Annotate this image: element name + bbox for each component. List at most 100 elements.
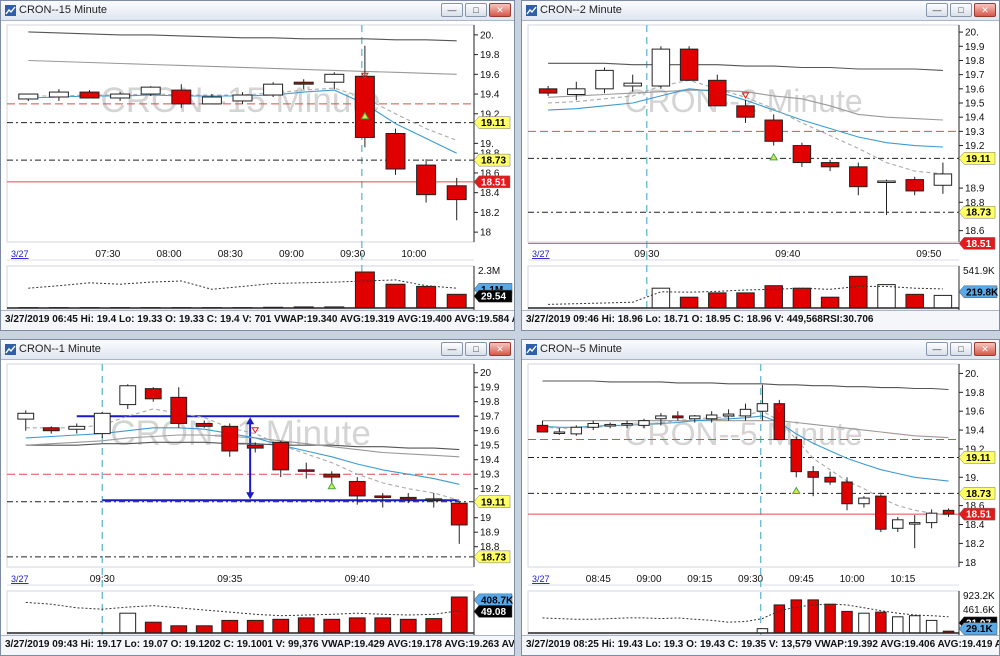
volume-value-tag-label: 219.8K	[966, 287, 999, 298]
price-tick-label: 19.6	[965, 84, 985, 95]
price-level-tag-label: 18.51	[966, 510, 991, 521]
price-tick-label: 19.7	[480, 412, 500, 423]
candle-down	[246, 444, 264, 449]
date-label: 3/27	[11, 574, 29, 584]
title-bar[interactable]: CRON--1 Minute — □ ✕	[1, 340, 514, 360]
title-bar[interactable]: CRON--15 Minute — □ ✕	[1, 1, 514, 21]
price-tick-label: 19.7	[965, 70, 985, 81]
candle-up	[638, 420, 650, 426]
price-level-tag-label: 18.51	[966, 239, 991, 250]
time-axis-label: 09:30	[90, 574, 115, 585]
price-pane	[6, 363, 475, 568]
price-tick-label: 19.6	[480, 70, 500, 81]
status-bar: 3/27/2019 09:46 Hi: 18.96 Lo: 18.71 O: 1…	[522, 310, 999, 330]
candle-up	[587, 422, 599, 428]
candle-down	[42, 427, 60, 432]
volume-oscillator-line	[542, 603, 949, 623]
window-title: CRON--1 Minute	[19, 343, 101, 355]
candle-up	[263, 83, 284, 96]
price-tick-label: 18.8	[965, 198, 985, 209]
price-level-tag	[958, 451, 996, 464]
chart-window-2-minute[interactable]: CRON--2 Minute — □ ✕ CRON--2 Minute 20. 19…	[521, 0, 1000, 331]
price-level-tag	[958, 205, 996, 219]
title-bar[interactable]: CRON--5 Minute — □ ✕	[522, 340, 999, 360]
candle-down	[385, 133, 406, 170]
minimize-button[interactable]: —	[441, 342, 463, 356]
price-level-tag-label: 19.11	[966, 154, 991, 165]
maximize-button[interactable]: □	[465, 342, 487, 356]
volume-bar	[297, 617, 315, 634]
price-tick-label: 19.3	[965, 127, 985, 138]
candle-up	[110, 93, 131, 99]
volume-bar	[849, 275, 868, 309]
candle-up	[655, 415, 667, 420]
close-button[interactable]: ✕	[489, 3, 511, 17]
price-tick-label: 20.	[965, 28, 979, 39]
price-chart-2-minute[interactable]: CRON--2 Minute 20. 19.9 19.8 19.7 19.6 19.5 19.…	[522, 1, 1000, 331]
candle-down	[354, 75, 375, 138]
close-button[interactable]: ✕	[974, 3, 996, 17]
minimize-button[interactable]: —	[926, 342, 948, 356]
price-tick-label: 18.4	[965, 520, 985, 531]
candle-up	[604, 423, 616, 427]
time-axis-label: 09:30	[738, 574, 763, 585]
candle-down	[708, 79, 727, 107]
candle-down	[348, 480, 366, 497]
volume-bar	[348, 617, 366, 634]
candle-up	[858, 497, 870, 505]
volume-bar	[708, 292, 727, 309]
volume-axis-label: 923.2K	[963, 591, 995, 602]
price-level-tag-label: 19.11	[481, 497, 506, 508]
candle-up	[621, 422, 633, 426]
watermark-text: CRON--1 Minute	[110, 414, 371, 453]
chart-app-icon	[526, 5, 537, 16]
price-tick-label: 19.9	[965, 42, 985, 53]
candle-up	[201, 96, 222, 105]
time-axis-label: 09:50	[916, 249, 941, 260]
candle-up	[877, 180, 896, 184]
close-button[interactable]: ✕	[974, 342, 996, 356]
candle-down	[272, 441, 290, 471]
minimize-button[interactable]: —	[441, 3, 463, 17]
minimize-button[interactable]: —	[926, 3, 948, 17]
price-tick-label: 19.8	[480, 397, 500, 408]
chart-window-1-minute[interactable]: CRON--1 Minute — □ ✕ CRON--1 Minute 20 19.…	[0, 339, 515, 656]
price-chart-5-minute[interactable]: CRON--5 Minute 20. 19.8 19.6 19.4 19.2 19. 18.6…	[522, 340, 1000, 656]
bar-info-text: 3/27/2019 08:25 Hi: 19.43 Lo: 19.3 O: 19…	[526, 639, 1000, 650]
price-chart-15-minute[interactable]: CRON--15 Minute 20. 19.8 19.6 19.4 19.2 19. 18.…	[1, 1, 515, 331]
price-tick-label: 19.2	[480, 109, 500, 120]
candle-up	[722, 413, 735, 417]
maximize-button[interactable]: □	[950, 342, 972, 356]
candle-down	[171, 89, 192, 105]
volume-bar	[892, 616, 904, 634]
candle-down	[942, 509, 955, 515]
volume-bar	[824, 603, 836, 634]
volume-bar	[374, 617, 392, 634]
window-title: CRON--15 Minute	[19, 4, 108, 16]
candle-down	[297, 469, 315, 472]
price-level-tag-label: 18.73	[481, 156, 506, 167]
chart-app-icon	[526, 344, 537, 355]
chart-window-15-minute[interactable]: CRON--15 Minute — □ ✕ CRON--15 Minute 20.…	[0, 0, 515, 331]
maximize-button[interactable]: □	[465, 3, 487, 17]
volume-pane	[527, 590, 960, 636]
maximize-button[interactable]: □	[950, 3, 972, 17]
price-pane	[527, 24, 960, 243]
price-tick-label: 18.6	[965, 226, 985, 237]
volume-bar	[925, 619, 938, 634]
moving-average-line	[548, 62, 943, 71]
chart-window-5-minute[interactable]: CRON--5 Minute — □ ✕ CRON--5 Minute 20. 19…	[521, 339, 1000, 656]
volume-bar	[221, 619, 239, 634]
price-chart-1-minute[interactable]: CRON--1 Minute 20 19.9 19.8 19.7 19.6 19.5 19.4…	[1, 340, 515, 656]
candle-up	[553, 431, 566, 434]
candle-up	[17, 412, 35, 420]
candle-down	[764, 119, 783, 142]
volume-bar	[773, 604, 786, 634]
close-button[interactable]: ✕	[489, 342, 511, 356]
buy-signal-arrow	[769, 152, 779, 161]
title-bar[interactable]: CRON--2 Minute — □ ✕	[522, 1, 999, 21]
candle-down	[736, 105, 755, 118]
candle-up	[705, 414, 718, 420]
volume-value-tag-label: 49.08	[481, 607, 506, 618]
price-level-tag-label: 18.51	[481, 177, 506, 188]
